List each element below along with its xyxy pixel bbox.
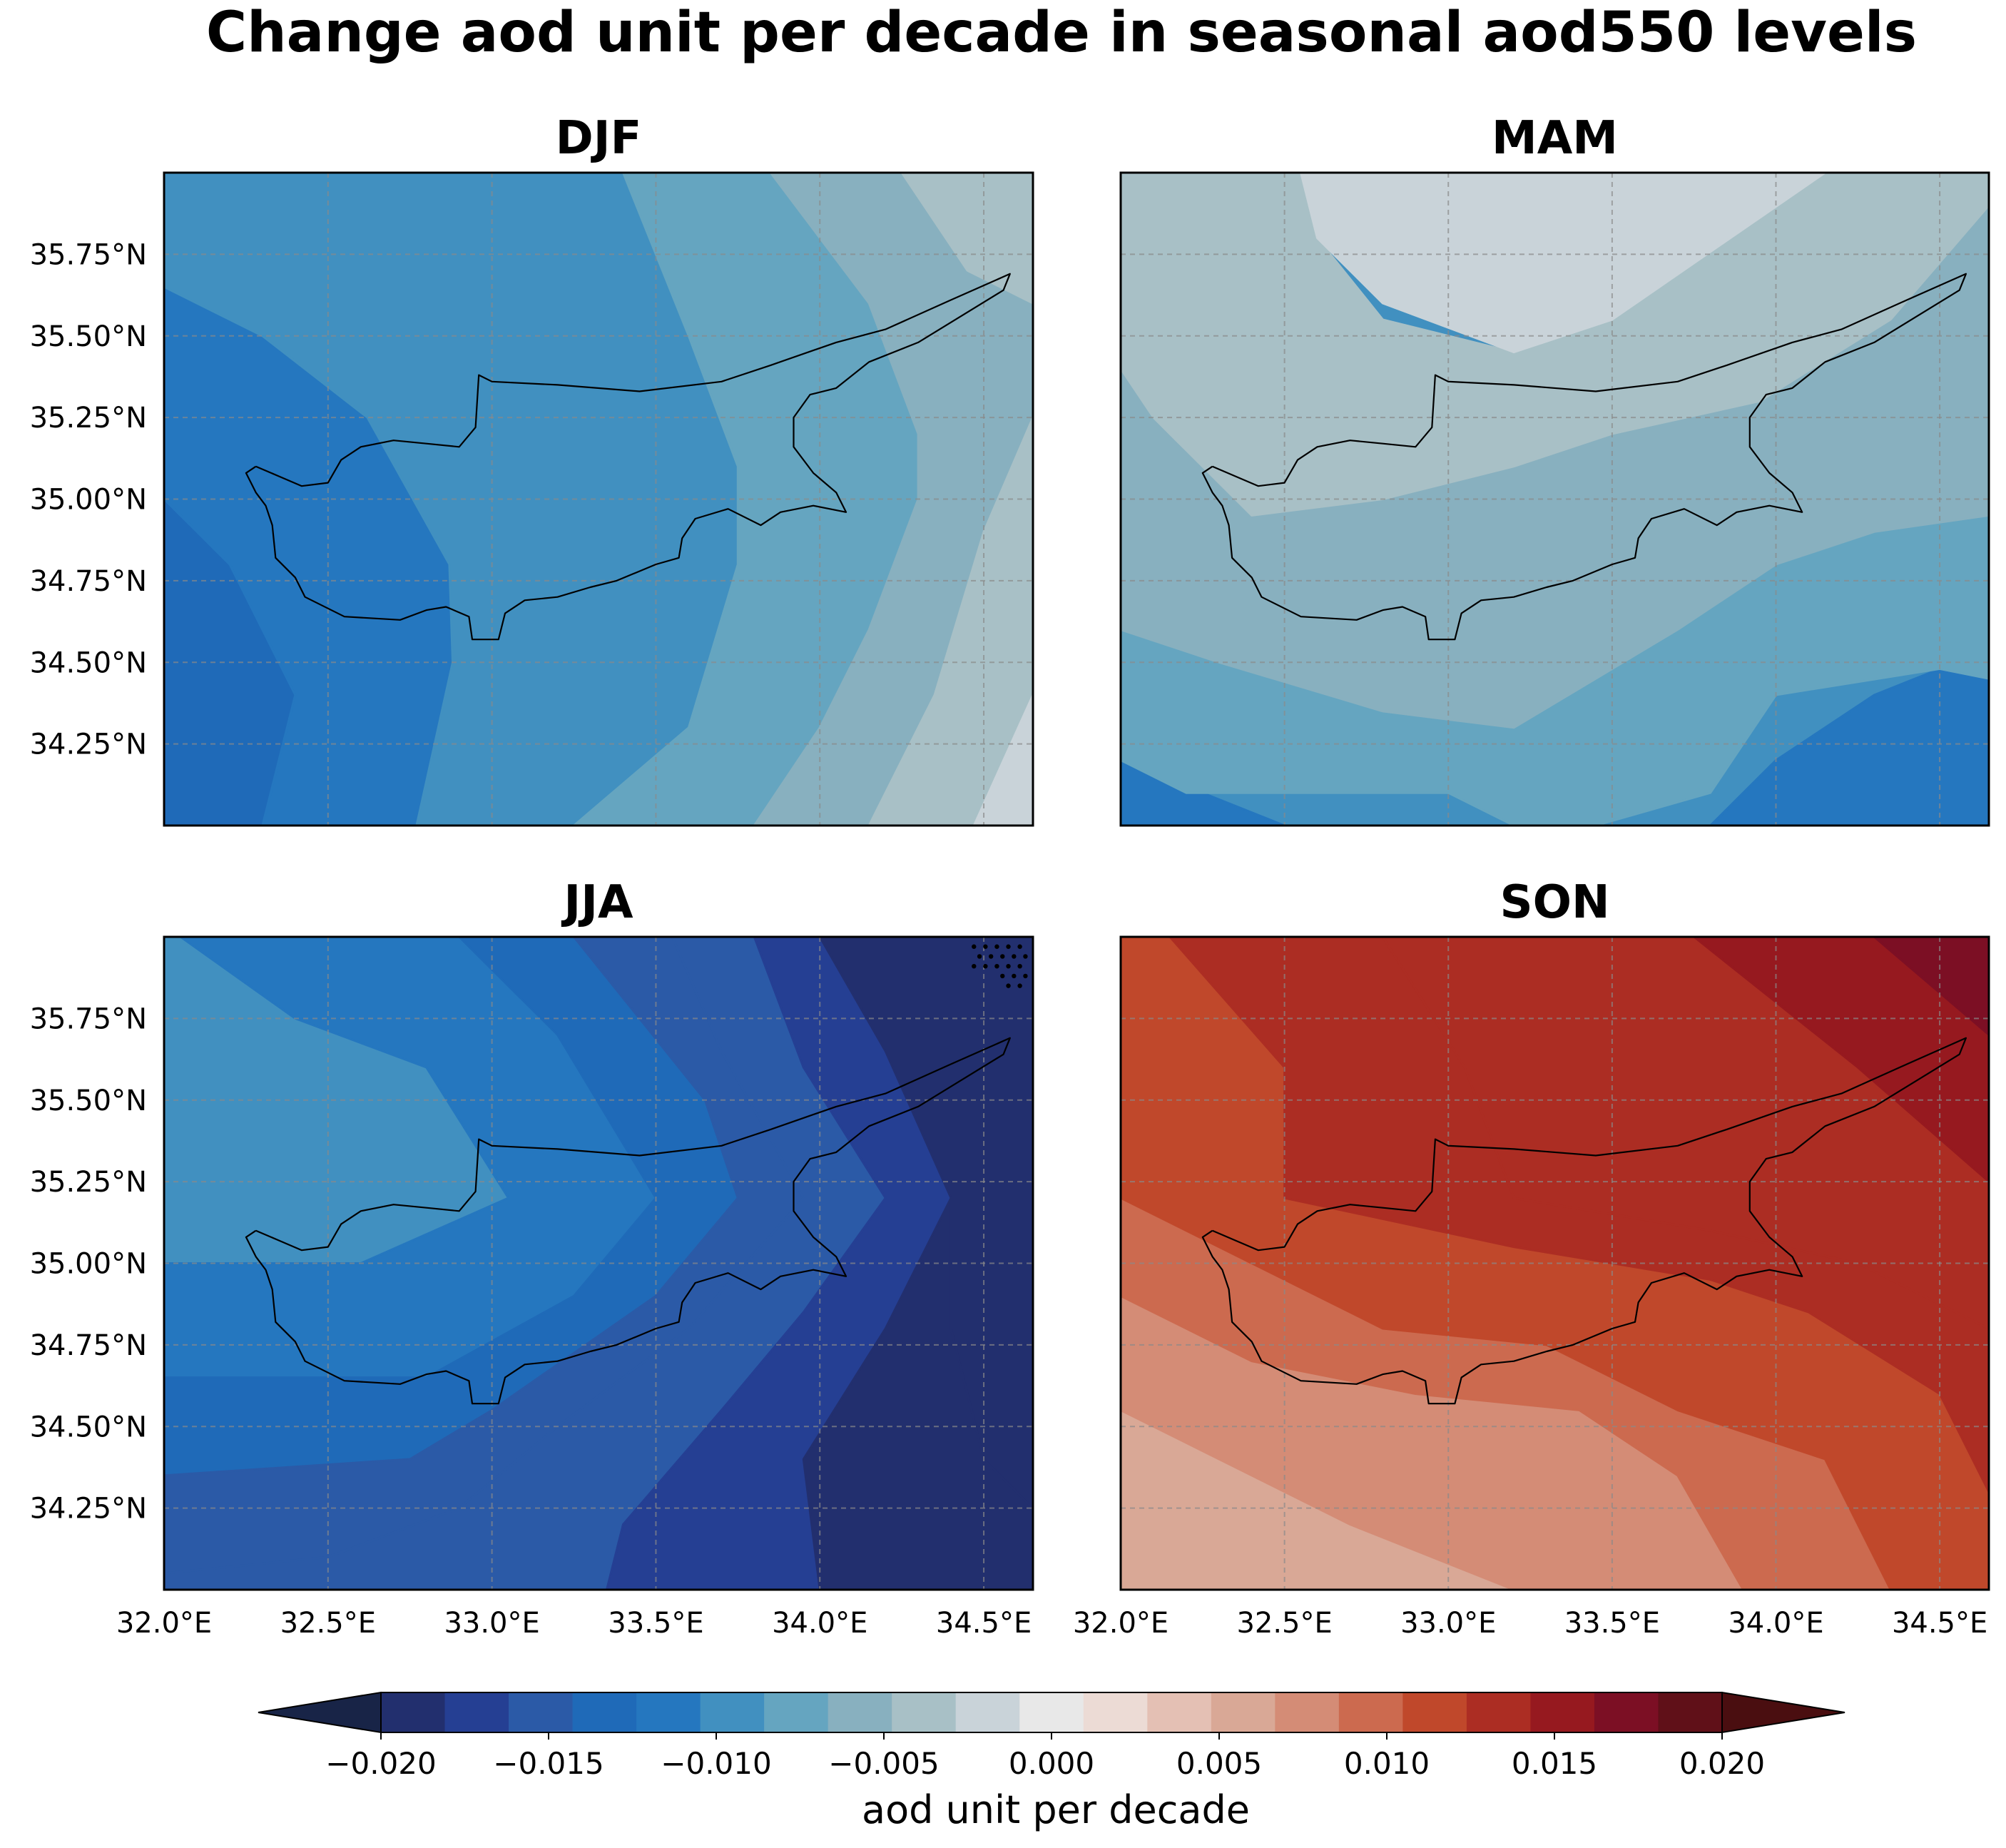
x-tick-label: 34.0°E <box>772 1607 867 1640</box>
coastline <box>1201 1037 1967 1405</box>
colorbar-label: aod unit per decade <box>862 1787 1250 1832</box>
colorbar-segment <box>1530 1692 1595 1732</box>
panel-frame <box>163 935 1034 1591</box>
colorbar-extend-max <box>1721 1691 1845 1734</box>
colorbar-segment <box>700 1692 765 1732</box>
x-tick-label: 32.0°E <box>1073 1607 1169 1640</box>
contour-band <box>972 694 1033 826</box>
coastline <box>245 273 1011 641</box>
panel-title: MAM <box>1492 112 1618 165</box>
x-tick-label: 33.0°E <box>1400 1607 1496 1640</box>
colorbar-segment <box>1466 1692 1532 1732</box>
y-tick-label: 35.00°N <box>30 484 147 517</box>
contour-band <box>867 416 1033 826</box>
y-tick-label: 35.75°N <box>30 1002 147 1035</box>
y-tick-label: 35.50°N <box>30 1085 147 1117</box>
colorbar-segment <box>892 1692 957 1732</box>
colorbar-tick-label: −0.010 <box>661 1746 771 1781</box>
panel-frame <box>1119 171 1990 827</box>
colorbar-segment <box>444 1692 509 1732</box>
colorbar-segment <box>764 1692 829 1732</box>
x-tick-label: 32.0°E <box>116 1607 212 1640</box>
contour-band <box>1300 173 1826 354</box>
colorbar-segment <box>509 1692 574 1732</box>
y-tick-label: 34.50°N <box>30 646 147 679</box>
contour-band <box>1693 937 1989 1183</box>
panel-jja: JJA 35.75°N 35.50°N 35.25°N 35.00°N 34.75°N 34… <box>30 876 1034 1640</box>
colorbar-segment <box>1658 1692 1723 1732</box>
colorbar-segment <box>828 1692 892 1732</box>
x-tick-label: 34.5°E <box>936 1607 1032 1640</box>
colorbar-tick-label: −0.020 <box>325 1746 436 1781</box>
x-tick-label: 34.5°E <box>1892 1607 1987 1640</box>
colorbar-extend-min <box>258 1691 382 1734</box>
x-tick-label: 34.0°E <box>1728 1607 1823 1640</box>
colorbar-segment <box>1402 1692 1467 1732</box>
panel-djf: DJF 35.75°N 35.50°N 35.25°N 35.00°N 34.75°N 34… <box>30 112 1034 827</box>
x-tick-label: 32.5°E <box>1236 1607 1332 1640</box>
significance-stipple <box>972 944 1028 988</box>
colorbar-segment <box>1147 1692 1212 1732</box>
coastline <box>1201 273 1967 641</box>
colorbar-tick-label: 0.005 <box>1176 1746 1262 1781</box>
x-tick-label: 33.5°E <box>1564 1607 1660 1640</box>
colorbar-segment <box>1594 1692 1659 1732</box>
chart-title: Change aod unit per decade in seasonal a… <box>206 1 1917 65</box>
y-tick-label: 35.00°N <box>30 1248 147 1281</box>
colorbar-tick-label: 0.000 <box>1009 1746 1094 1781</box>
panel-mam: MAM <box>1119 112 1990 827</box>
y-tick-label: 34.75°N <box>30 565 147 598</box>
y-tick-label: 35.50°N <box>30 320 147 353</box>
colorbar-segment <box>636 1692 701 1732</box>
y-tick-label: 35.25°N <box>30 1166 147 1199</box>
colorbar-segment <box>1211 1692 1276 1732</box>
contour-band <box>1873 937 1989 1036</box>
x-tick-label: 33.0°E <box>444 1607 539 1640</box>
panel-frame <box>1119 935 1990 1591</box>
coastline <box>245 1037 1011 1405</box>
panel-title: JJA <box>561 876 633 929</box>
x-tick-label: 33.5°E <box>608 1607 703 1640</box>
y-tick-label: 35.75°N <box>30 238 147 271</box>
colorbar-tick-label: −0.005 <box>828 1746 939 1781</box>
contour-band <box>802 1197 1033 1590</box>
panel-frame <box>163 171 1034 827</box>
colorbar-segment <box>572 1692 637 1732</box>
panel-title: DJF <box>556 112 642 165</box>
colorbar-tick-label: 0.020 <box>1679 1746 1765 1781</box>
colorbar-segment <box>1019 1692 1084 1732</box>
x-tick-label: 32.5°E <box>280 1607 376 1640</box>
y-tick-label: 34.50°N <box>30 1411 147 1443</box>
y-tick-label: 34.25°N <box>30 1493 147 1525</box>
colorbar-tick-label: −0.015 <box>493 1746 604 1781</box>
colorbar-segment <box>1275 1692 1340 1732</box>
colorbar-segment <box>381 1692 446 1732</box>
colorbar-segment <box>1338 1692 1403 1732</box>
panel-son: SON 32.0°E 32.5°E 33.0°E 33.5°E 34.0°E 34.5°E <box>1073 876 1990 1640</box>
colorbar-tick-label: 0.015 <box>1512 1746 1597 1781</box>
y-tick-label: 35.25°N <box>30 402 147 435</box>
y-tick-label: 34.25°N <box>30 728 147 761</box>
colorbar-segment <box>1083 1692 1148 1732</box>
y-tick-label: 34.75°N <box>30 1329 147 1362</box>
contour-band <box>900 173 1033 305</box>
panel-title: SON <box>1500 876 1609 929</box>
colorbar-segment <box>955 1692 1020 1732</box>
colorbar: −0.020 −0.015 −0.010 −0.005 0.000 0.005 0.010 0… <box>258 1691 1845 1781</box>
colorbar-tick-label: 0.010 <box>1344 1746 1430 1781</box>
